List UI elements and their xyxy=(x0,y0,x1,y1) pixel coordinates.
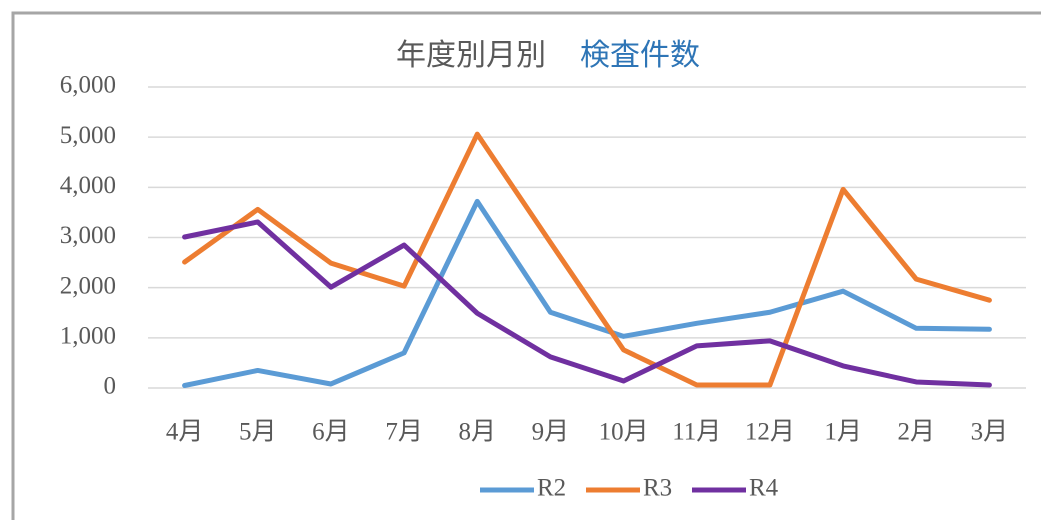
y-tick-label: 0 xyxy=(104,373,117,400)
x-tick-label: 12月 xyxy=(745,419,795,446)
legend-label: R2 xyxy=(537,475,566,502)
legend-label: R3 xyxy=(643,475,672,502)
title-part: 年度別月別 xyxy=(396,39,546,72)
x-tick-label: 8月 xyxy=(458,419,496,446)
x-tick-label: 9月 xyxy=(532,419,570,446)
y-tick-label: 4,000 xyxy=(60,172,116,199)
legend-label: R4 xyxy=(749,475,779,502)
x-tick-label: 11月 xyxy=(672,419,721,446)
y-tick-label: 2,000 xyxy=(60,272,116,299)
series-line xyxy=(182,198,992,388)
x-tick-label: 2月 xyxy=(897,419,935,446)
x-tick-label: 10月 xyxy=(599,419,649,446)
x-tick-label: 3月 xyxy=(971,419,1009,446)
x-tick-label: 1月 xyxy=(824,419,862,446)
x-tick-label: 5月 xyxy=(239,419,277,446)
y-tick-label: 5,000 xyxy=(60,122,116,149)
chart-frame xyxy=(11,11,1041,520)
series-line xyxy=(182,219,992,388)
x-tick-label: 6月 xyxy=(312,419,350,446)
series-line xyxy=(182,131,992,388)
y-tick-label: 3,000 xyxy=(60,222,116,249)
title-part: 検査件数 xyxy=(580,39,700,72)
x-tick-label: 7月 xyxy=(385,419,423,446)
chart-title: 年度別月別 検査件数 xyxy=(396,39,700,72)
y-tick-label: 6,000 xyxy=(60,72,116,99)
y-tick-label: 1,000 xyxy=(60,323,116,350)
x-tick-label: 4月 xyxy=(166,419,204,446)
